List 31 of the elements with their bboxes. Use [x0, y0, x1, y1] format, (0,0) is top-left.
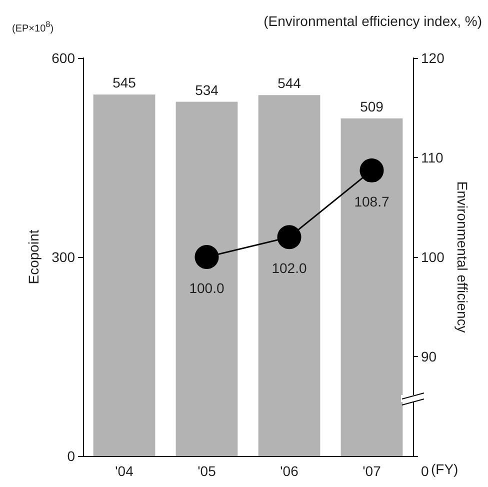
data-label: 102.0	[272, 260, 307, 276]
bar	[93, 94, 156, 456]
y-tick-label: 0	[67, 448, 76, 464]
data-label: 509	[360, 98, 384, 114]
y-tick-label: 300	[52, 249, 76, 265]
y2-tick-label: 120	[421, 50, 445, 66]
y2-tick-label: 110	[421, 150, 444, 166]
point	[277, 225, 302, 250]
y2-axis-title: Environmental efficiency	[454, 181, 470, 333]
x-tick-label: '06	[280, 463, 299, 479]
data-label: 108.7	[354, 193, 390, 210]
x-tick-label: '05	[198, 463, 216, 479]
x-axis-title: (FY)	[431, 461, 458, 477]
point	[360, 158, 384, 182]
y2-tick-label: 90	[421, 348, 437, 364]
data-label: 534	[195, 82, 219, 98]
data-label: 100.0	[189, 280, 224, 296]
y2-tick-label: 100	[421, 249, 445, 265]
data-label: 545	[112, 74, 136, 90]
x-tick-label: '07	[362, 463, 382, 479]
text: (EP×10$^{8}$)	[12, 19, 54, 34]
bar	[340, 118, 403, 456]
y-tick-label: 600	[52, 50, 76, 66]
data-label: 544	[278, 75, 302, 92]
x-tick-label: '04	[115, 463, 134, 479]
bar	[258, 95, 320, 456]
y-axis-title: Ecopoint	[26, 230, 42, 284]
text: 0	[421, 463, 429, 479]
text: (Environmental efficiency index, %)	[264, 13, 482, 29]
bar	[176, 102, 238, 456]
point	[194, 245, 219, 269]
